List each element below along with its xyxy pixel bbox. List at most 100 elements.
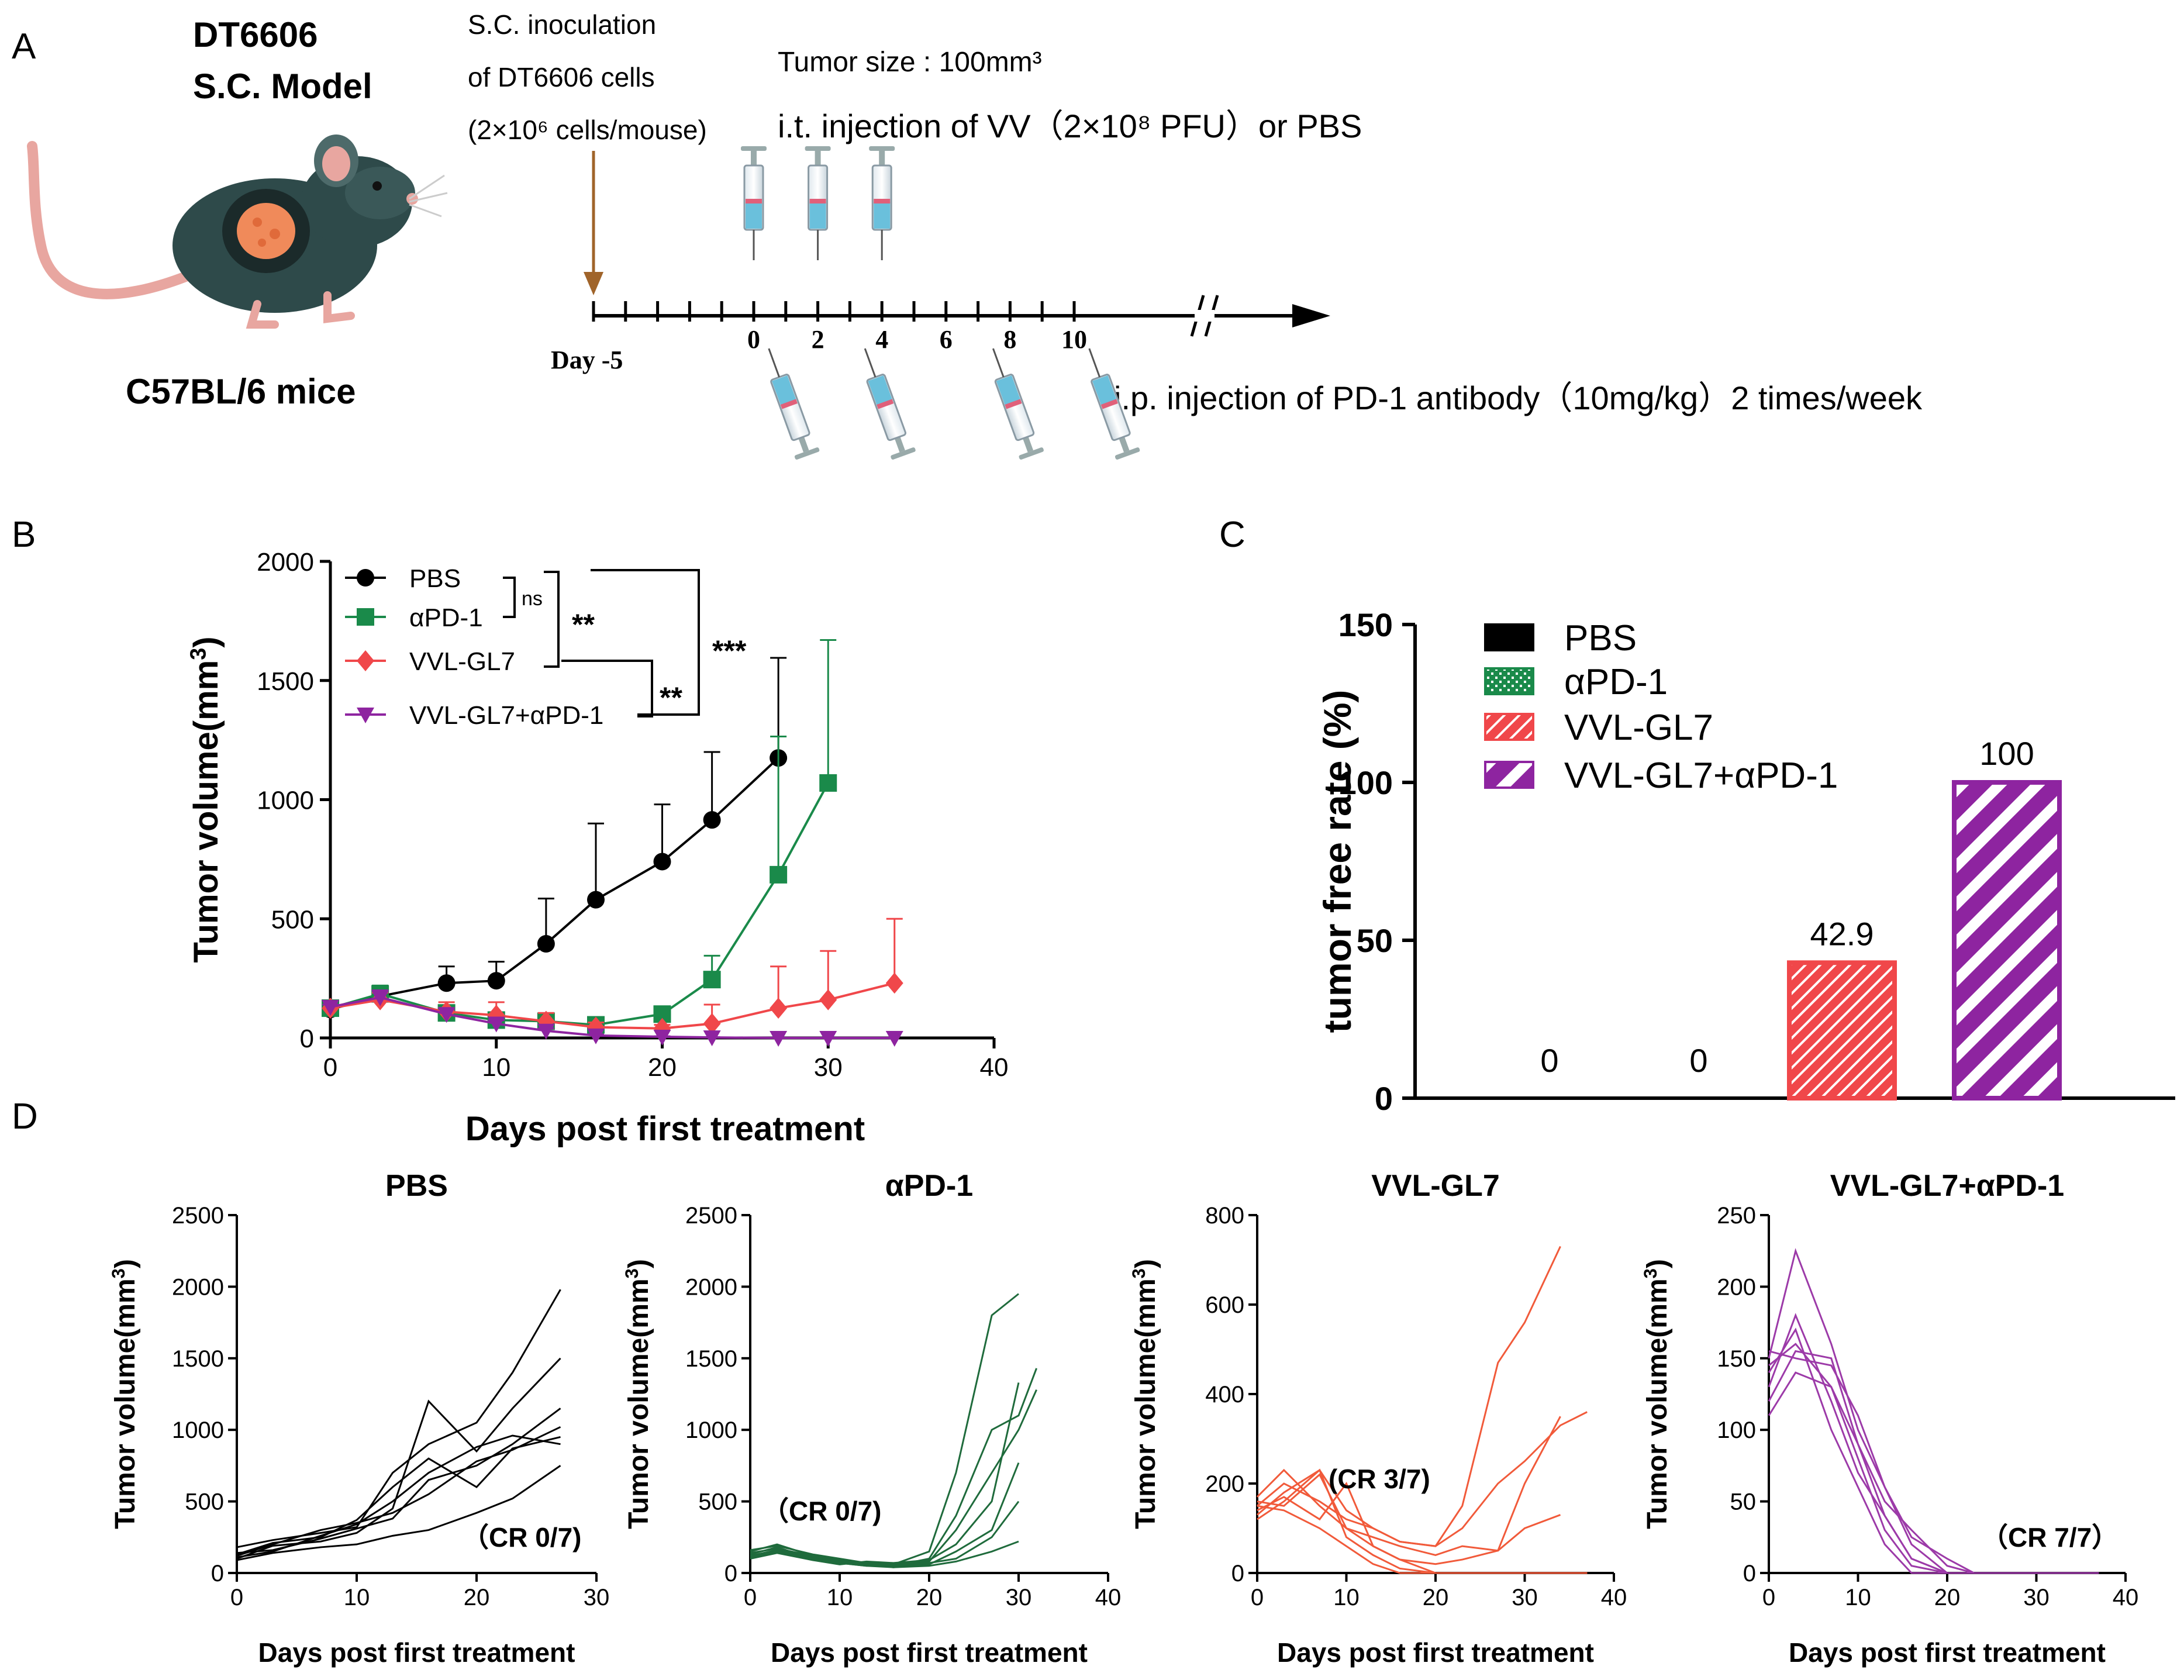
panel-c-label: C [1219,515,1245,555]
legend-swatch [1484,667,1534,695]
bracket-3 [591,569,700,716]
x-tick-label: 40 [1095,1585,1122,1610]
marker-triangle [371,990,389,1006]
panel-b: B 0 500 1000 1500 2000 0 10 20 30 40 Days post fir… [12,515,1008,1148]
x-tick-label: 10 [1333,1585,1360,1610]
marker-triangle [653,1029,671,1046]
inoculation-text-1: S.C. inoculation [468,9,656,40]
y-axis-label: Tumor volume(mm3) [186,636,225,963]
syringe-liquid [996,375,1021,406]
y-tick-label: 400 [1205,1382,1244,1408]
syringe-plunger-cap [794,447,820,460]
y-tick-label: 1000 [257,786,314,815]
syringe-plunger-rod [1119,436,1130,453]
y-tick-label: 2500 [172,1203,224,1229]
y-tick-label: 0 [724,1561,737,1586]
timeline-day-label: 4 [875,325,888,354]
syringe-plunger-cap [1019,447,1044,460]
it-injection-text: i.t. injection of VV（2×10⁸ PFU）or PBS [778,108,1362,144]
timeline-day-label: 6 [940,325,953,354]
syringe-stopper [877,399,894,409]
significance-brackets: ns******* [503,569,747,717]
x-axis-label: Days post first treatment [1789,1637,2106,1668]
x-tick-label: 20 [464,1585,490,1610]
x-tick-label: 0 [230,1585,243,1610]
mouse-illustration [27,134,448,329]
y-tick-label: 500 [271,905,314,934]
x-axis-label: Days post first treatment [465,1110,865,1148]
marker-triangle [357,708,374,723]
series-αPD-1 [322,639,837,1034]
y-tick-label: 1500 [685,1346,737,1372]
ip-injection-text: i.p. injection of PD-1 antibody（10mg/kg）… [1114,380,1923,416]
tumor-size-text: Tumor size : 100mm³ [778,47,1042,78]
bar-value-label: 0 [1540,1042,1558,1079]
series-line [330,782,830,1026]
marker-circle [487,972,505,990]
marker-circle [653,853,671,871]
individual-mouse-line [236,1357,561,1560]
syringe-stopper [746,199,762,203]
chart-c: 0 50 100 150 tumor free rate (%) 0 0 42.9 100 PBS… [1316,606,2175,1117]
timeline-day-label: 10 [1061,325,1087,354]
syringe-needle [1088,348,1100,378]
x-tick-label: 30 [584,1585,610,1610]
x-tick-label: 0 [744,1585,757,1610]
y-tick-label: 250 [1717,1203,1756,1229]
syringe-stopper [780,399,798,409]
individual-mouse-line [236,1289,561,1548]
mouse-strain-label: C57BL/6 mice [126,372,356,411]
y-tick-label: 2000 [172,1274,224,1300]
marker-triangle [703,1030,721,1047]
legend-swatch [1484,713,1534,741]
y-axis-label: tumor free rate (%) [1316,690,1359,1033]
x-tick-label: 20 [648,1053,677,1082]
syringe-plunger-rod [1023,436,1034,453]
marker-triangle [537,1023,555,1040]
individual-mouse-line [1768,1343,2099,1574]
significance-label: ** [572,608,595,641]
syringe-plunger-rod [751,151,757,165]
timeline: 0 2 4 6 8 10 [592,146,1330,460]
x-tick-label: 0 [323,1053,337,1082]
syringe-stopper [874,199,891,203]
timeline-day-label: 2 [812,325,824,354]
individual-mouse-line [1257,1246,1561,1547]
y-tick-label: 100 [1338,764,1393,801]
individual-mouse-line [236,1434,561,1558]
syringe-needle [768,348,780,378]
syringe-liquid [874,202,891,229]
x-tick-label: 30 [1006,1585,1032,1610]
individual-mouse-line [236,1426,561,1557]
y-tick-label: 600 [1205,1292,1244,1318]
vv-syringe-icon [869,146,895,260]
legend: PBS αPD-1 VVL-GL7 VVL-GL7+αPD-1 [345,564,603,730]
y-axis-label: Tumor volume(mm3) [108,1259,141,1529]
y-axis-label: Tumor volume(mm3) [1640,1259,1673,1529]
axis-break-gap [1195,310,1215,322]
y-tick-label: 50 [1730,1489,1757,1515]
chart-d-vvl: VVL-GL7 0 200 400 600 800 0 10 20 30 40 Days post f… [1129,1169,1627,1668]
vv-syringe-icon [741,146,767,260]
y-tick-label: 150 [1338,606,1393,643]
timeline-day-start: Day -5 [551,346,623,374]
y-tick-label: 0 [1375,1080,1393,1117]
bar-VVL-GL7 [1787,960,1897,1101]
significance-label: ** [660,681,682,714]
subplot-title: PBS [385,1169,448,1203]
x-tick-label: 0 [1762,1585,1775,1610]
marker-square [770,865,788,884]
y-tick-label: 0 [211,1561,224,1586]
syringe-plunger-cap [891,447,916,460]
syringe-stopper [809,199,826,203]
y-tick-label: 1500 [172,1346,224,1372]
bracket-4 [561,660,653,717]
individual-mouse-line [750,1382,1020,1565]
chart-d-combo: VVL-GL7+αPD-1 0 50 100 150 200 250 0 10 20 30 40 Day… [1640,1169,2138,1668]
y-tick-label: 500 [698,1489,737,1515]
x-axis-label: Days post first treatment [771,1637,1088,1668]
x-tick-label: 20 [916,1585,943,1610]
model-title-line1: DT6606 [193,15,318,54]
panel-b-label: B [12,515,36,555]
